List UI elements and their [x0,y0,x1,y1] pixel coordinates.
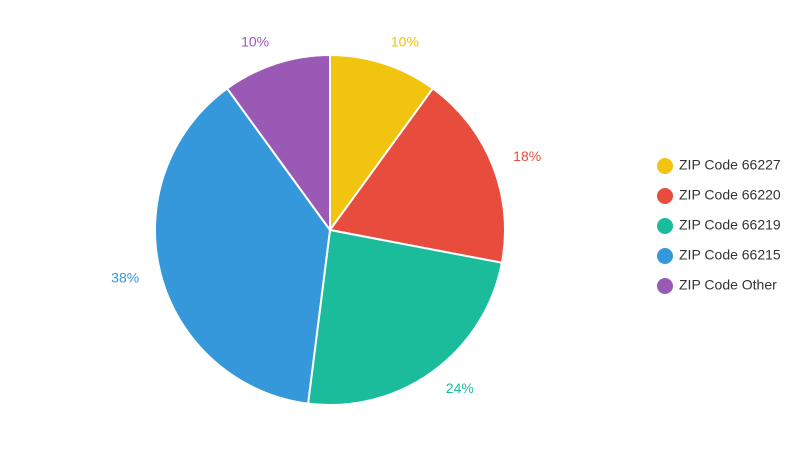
legend-label-1: ZIP Code 66220 [679,187,781,203]
legend-item-4[interactable]: ZIP Code Other [657,277,777,294]
legend-label-0: ZIP Code 66227 [679,157,781,173]
pie-slice-labels: 10% 18% 24% 38% 10% [111,33,541,396]
slice-value-label-4: 10% [241,33,269,49]
slice-value-label-3: 38% [111,270,139,286]
legend-swatch-3 [657,248,673,264]
pie-slice-4[interactable] [225,53,331,234]
pie-slice-2[interactable] [306,228,504,406]
legend-label-4: ZIP Code Other [679,277,777,293]
slice-value-label-1: 18% [513,148,541,164]
legend-swatch-4 [657,278,673,294]
legend-item-0[interactable]: ZIP Code 66227 [657,157,781,174]
pie-slices [154,53,506,406]
legend-swatch-0 [657,158,673,174]
legend: ZIP Code 66227 ZIP Code 66220 ZIP Code 662… [657,157,781,294]
pie-slice-3[interactable] [154,87,332,405]
slice-value-label-2: 24% [446,380,474,396]
pie-slice-1[interactable] [328,87,506,264]
legend-item-3[interactable]: ZIP Code 66215 [657,247,781,264]
pie-slice-0[interactable] [329,53,435,234]
legend-item-1[interactable]: ZIP Code 66220 [657,187,781,204]
legend-label-2: ZIP Code 66219 [679,217,781,233]
slice-value-label-0: 10% [391,33,419,49]
legend-item-2[interactable]: ZIP Code 66219 [657,217,781,234]
legend-swatch-1 [657,188,673,204]
legend-label-3: ZIP Code 66215 [679,247,781,263]
legend-swatch-2 [657,218,673,234]
